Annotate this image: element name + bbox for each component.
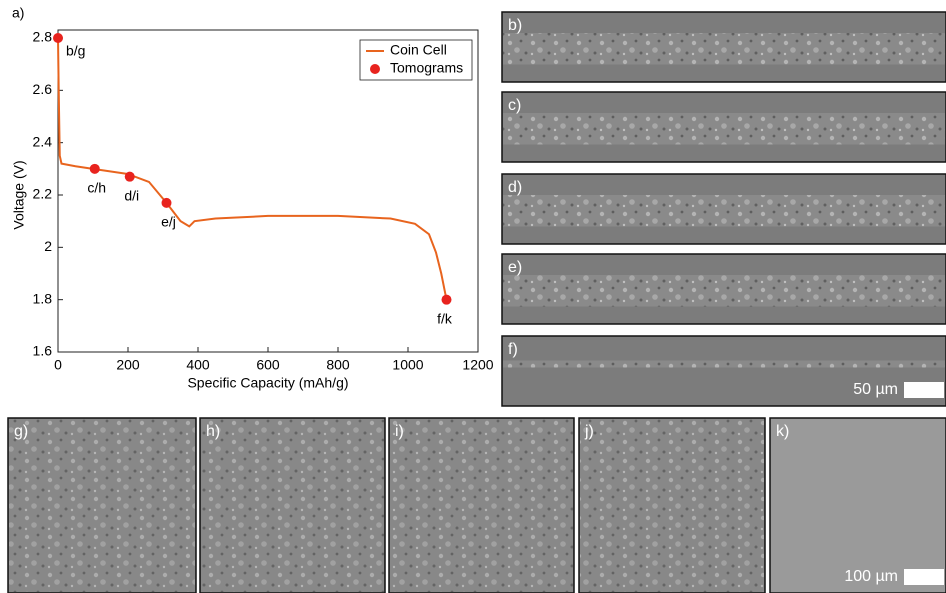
point bbox=[124, 171, 135, 182]
texture bbox=[580, 419, 764, 592]
point-label: b/g bbox=[66, 43, 85, 59]
scale-bar bbox=[904, 569, 944, 585]
y-tick-label: 2.8 bbox=[33, 29, 53, 45]
line bbox=[57, 37, 448, 300]
point bbox=[161, 197, 172, 208]
point-label: e/j bbox=[161, 214, 176, 230]
y-tick-label: 1.6 bbox=[33, 343, 53, 359]
x-tick-label: 200 bbox=[116, 357, 140, 373]
point-label: d/i bbox=[124, 187, 139, 203]
legend bbox=[359, 39, 473, 81]
x-tick-label: 1000 bbox=[392, 357, 423, 373]
panel-label: i) bbox=[395, 423, 404, 440]
point bbox=[89, 163, 100, 174]
texture bbox=[390, 419, 573, 592]
x-tick-label: 600 bbox=[256, 357, 280, 373]
panel-label: f) bbox=[508, 341, 518, 358]
panel-label: e) bbox=[508, 259, 522, 276]
panel-label: b) bbox=[508, 17, 522, 34]
legend-label: Tomograms bbox=[390, 60, 463, 76]
point bbox=[53, 33, 63, 43]
panel-label: j) bbox=[584, 423, 594, 440]
image-panels: b) c) d) e) f) g) h) i) j) k) 50 µm 100 µm bbox=[7, 11, 946, 593]
electrode-layer bbox=[503, 33, 945, 65]
legend-label: Coin Cell bbox=[390, 42, 447, 58]
point-label: c/h bbox=[87, 180, 106, 196]
chart: a) 0 200 400 600 800 1000 1200 1.6 1.8 2 2.2 2.4 2.6 2… bbox=[11, 5, 494, 391]
panel-label: a) bbox=[12, 5, 24, 21]
scale-bar-label: 50 µm bbox=[853, 381, 898, 398]
texture bbox=[9, 419, 195, 592]
point bbox=[441, 294, 452, 305]
y-tick-label: 2 bbox=[44, 238, 52, 254]
panel-label: k) bbox=[776, 423, 789, 440]
scale-bar bbox=[904, 382, 944, 398]
point-label: f/k bbox=[437, 310, 453, 326]
x-tick-label: 800 bbox=[326, 357, 350, 373]
panel-label: h) bbox=[206, 423, 220, 440]
x-axis-label: Specific Capacity (mAh/g) bbox=[187, 375, 348, 391]
legend-swatch bbox=[370, 64, 380, 74]
y-axis-label: Voltage (V) bbox=[11, 160, 27, 229]
electrode-layer bbox=[503, 113, 945, 145]
image-panel bbox=[769, 417, 946, 593]
texture bbox=[201, 419, 384, 592]
scale-bar-label: 100 µm bbox=[844, 568, 898, 585]
electrode-layer bbox=[503, 195, 945, 227]
electrode-layer bbox=[503, 275, 945, 307]
x-tick-label: 400 bbox=[186, 357, 210, 373]
y-tick-label: 1.8 bbox=[33, 290, 53, 306]
panel-label: c) bbox=[508, 97, 521, 114]
image-panel bbox=[501, 335, 946, 407]
panel-label: g) bbox=[14, 423, 28, 440]
y-tick-label: 2.2 bbox=[33, 186, 53, 202]
electrode-layer bbox=[503, 360, 945, 368]
panel-label: d) bbox=[508, 179, 522, 196]
y-tick-label: 2.4 bbox=[33, 133, 53, 149]
y-tick-label: 2.6 bbox=[33, 81, 53, 97]
x-tick-label: 0 bbox=[54, 357, 62, 373]
x-tick-label: 1200 bbox=[462, 357, 493, 373]
